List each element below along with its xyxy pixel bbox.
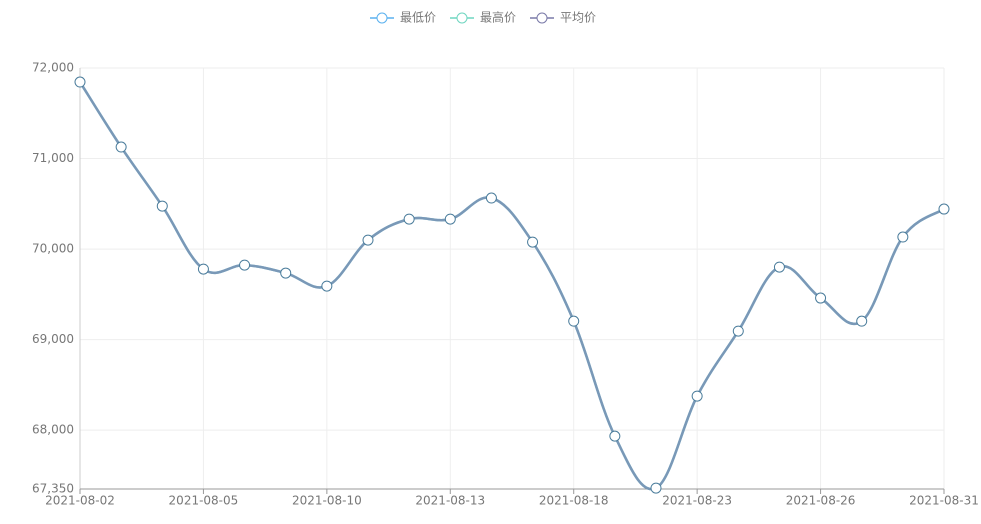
y-tick-label: 67,350 bbox=[32, 482, 74, 496]
point bbox=[527, 236, 539, 248]
point bbox=[691, 390, 703, 402]
x-tick-label: 2021-08-31 bbox=[909, 494, 979, 508]
legend-label: 平均价 bbox=[560, 11, 596, 25]
point bbox=[485, 192, 497, 204]
point bbox=[732, 325, 744, 337]
point bbox=[897, 231, 909, 243]
line bbox=[78, 81, 945, 491]
point bbox=[609, 430, 621, 442]
y-tick-label: 68,000 bbox=[32, 423, 74, 437]
point bbox=[115, 141, 127, 153]
point bbox=[362, 234, 374, 246]
point bbox=[568, 315, 580, 327]
x-tick-label: 2021-08-02 bbox=[45, 494, 115, 508]
point bbox=[280, 267, 292, 279]
x-tick-label: 2021-08-18 bbox=[539, 494, 609, 508]
point bbox=[239, 259, 251, 271]
line bbox=[78, 81, 945, 491]
legend-marker bbox=[376, 12, 388, 24]
y-tick-label: 72,000 bbox=[32, 61, 74, 75]
point bbox=[856, 315, 868, 327]
point bbox=[815, 292, 827, 304]
x-tick-label: 2021-08-26 bbox=[786, 494, 856, 508]
y-tick-label: 69,000 bbox=[32, 332, 74, 346]
point bbox=[650, 482, 662, 494]
point bbox=[156, 200, 168, 212]
legend-marker bbox=[536, 12, 548, 24]
y-tick-label: 71,000 bbox=[32, 151, 74, 165]
point bbox=[938, 203, 950, 215]
point bbox=[444, 213, 456, 225]
x-tick-label: 2021-08-13 bbox=[415, 494, 485, 508]
y-tick-label: 70,000 bbox=[32, 242, 74, 256]
line bbox=[78, 81, 945, 491]
legend-label: 最高价 bbox=[480, 10, 516, 25]
point bbox=[74, 76, 86, 88]
point bbox=[197, 263, 209, 275]
point bbox=[321, 280, 333, 292]
x-tick-label: 2021-08-23 bbox=[662, 494, 732, 508]
legend-label: 最低价 bbox=[400, 11, 436, 25]
point bbox=[773, 261, 785, 273]
legend-marker bbox=[456, 12, 468, 24]
point bbox=[403, 213, 415, 225]
x-tick-label: 2021-08-10 bbox=[292, 494, 362, 508]
x-tick-label: 2021-08-05 bbox=[169, 494, 239, 508]
